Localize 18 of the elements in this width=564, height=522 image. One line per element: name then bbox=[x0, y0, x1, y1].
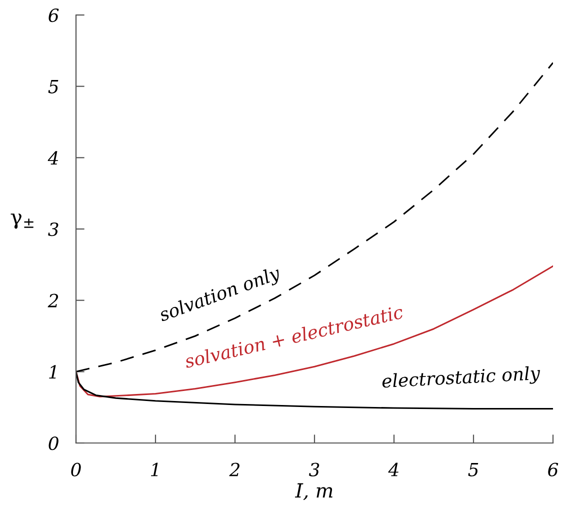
y-tick-label: 5 bbox=[48, 80, 58, 94]
y-tick-label: 0 bbox=[48, 436, 58, 450]
x-axis-title: I, m bbox=[294, 483, 332, 500]
x-tick-label: 2 bbox=[229, 462, 240, 476]
y-tick-label: 4 bbox=[48, 151, 58, 165]
x-tick-label: 6 bbox=[548, 462, 558, 476]
series-label: electrostatic only bbox=[382, 366, 541, 392]
x-tick-label: 3 bbox=[308, 462, 320, 476]
x-tick-label: 0 bbox=[71, 462, 81, 476]
y-axis-title: γ$_{±}$ bbox=[10, 214, 34, 229]
y-tick-label: 1 bbox=[49, 365, 56, 379]
x-tick-label: 5 bbox=[468, 463, 478, 476]
line-series bbox=[76, 265, 553, 398]
y-tick-label: 6 bbox=[48, 8, 59, 22]
x-tick-label: 1 bbox=[151, 462, 158, 476]
x-tick-label: 4 bbox=[388, 462, 398, 476]
y-tick-label: 3 bbox=[48, 222, 58, 236]
y-tick-label: 2 bbox=[48, 294, 58, 308]
